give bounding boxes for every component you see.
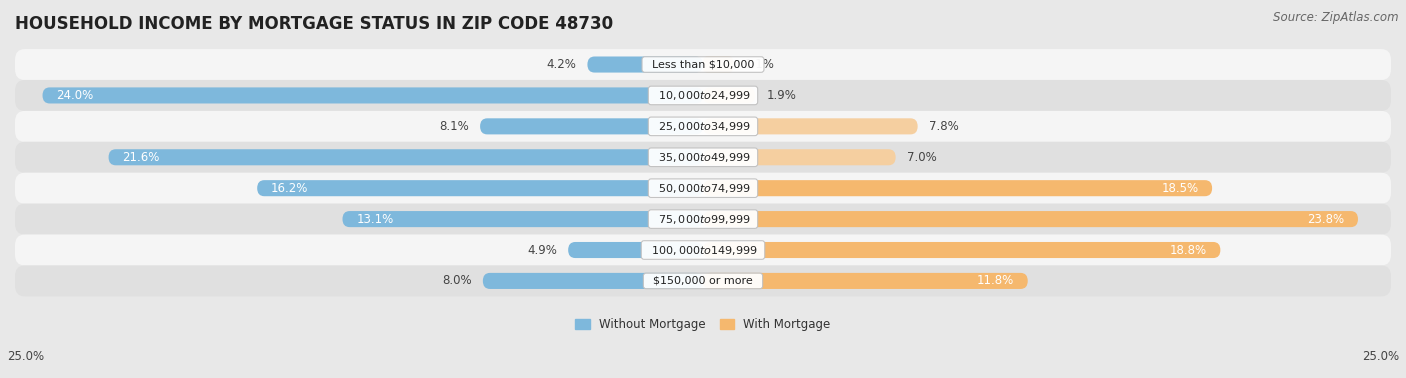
Text: 7.8%: 7.8% <box>929 120 959 133</box>
Text: 8.1%: 8.1% <box>439 120 470 133</box>
Text: Less than $10,000: Less than $10,000 <box>645 59 761 70</box>
FancyBboxPatch shape <box>703 273 1028 289</box>
Text: 25.0%: 25.0% <box>1362 350 1399 363</box>
Text: 25.0%: 25.0% <box>7 350 44 363</box>
FancyBboxPatch shape <box>568 242 703 258</box>
FancyBboxPatch shape <box>703 87 755 104</box>
FancyBboxPatch shape <box>703 211 1358 227</box>
FancyBboxPatch shape <box>703 56 734 73</box>
FancyBboxPatch shape <box>15 204 1391 235</box>
FancyBboxPatch shape <box>343 211 703 227</box>
Text: 18.8%: 18.8% <box>1170 243 1206 257</box>
FancyBboxPatch shape <box>15 111 1391 142</box>
Text: 23.8%: 23.8% <box>1308 212 1344 226</box>
FancyBboxPatch shape <box>703 149 896 165</box>
Text: $150,000 or more: $150,000 or more <box>647 276 759 286</box>
Text: $35,000 to $49,999: $35,000 to $49,999 <box>651 151 755 164</box>
Text: 1.1%: 1.1% <box>744 58 775 71</box>
Text: $50,000 to $74,999: $50,000 to $74,999 <box>651 182 755 195</box>
FancyBboxPatch shape <box>42 87 703 104</box>
Text: Source: ZipAtlas.com: Source: ZipAtlas.com <box>1274 11 1399 24</box>
Text: 21.6%: 21.6% <box>122 151 160 164</box>
Text: 8.0%: 8.0% <box>443 274 472 287</box>
FancyBboxPatch shape <box>15 235 1391 265</box>
FancyBboxPatch shape <box>15 173 1391 204</box>
FancyBboxPatch shape <box>15 142 1391 173</box>
FancyBboxPatch shape <box>703 242 1220 258</box>
Text: 16.2%: 16.2% <box>271 182 308 195</box>
Text: 4.9%: 4.9% <box>527 243 557 257</box>
FancyBboxPatch shape <box>482 273 703 289</box>
Legend: Without Mortgage, With Mortgage: Without Mortgage, With Mortgage <box>571 313 835 336</box>
Text: $25,000 to $34,999: $25,000 to $34,999 <box>651 120 755 133</box>
FancyBboxPatch shape <box>588 56 703 73</box>
FancyBboxPatch shape <box>15 49 1391 80</box>
FancyBboxPatch shape <box>257 180 703 196</box>
Text: 11.8%: 11.8% <box>977 274 1014 287</box>
Text: 1.9%: 1.9% <box>766 89 796 102</box>
Text: 24.0%: 24.0% <box>56 89 94 102</box>
FancyBboxPatch shape <box>108 149 703 165</box>
Text: 7.0%: 7.0% <box>907 151 936 164</box>
Text: $10,000 to $24,999: $10,000 to $24,999 <box>651 89 755 102</box>
Text: 4.2%: 4.2% <box>547 58 576 71</box>
FancyBboxPatch shape <box>15 265 1391 296</box>
Text: HOUSEHOLD INCOME BY MORTGAGE STATUS IN ZIP CODE 48730: HOUSEHOLD INCOME BY MORTGAGE STATUS IN Z… <box>15 15 613 33</box>
Text: $75,000 to $99,999: $75,000 to $99,999 <box>651 212 755 226</box>
Text: $100,000 to $149,999: $100,000 to $149,999 <box>644 243 762 257</box>
Text: 13.1%: 13.1% <box>356 212 394 226</box>
FancyBboxPatch shape <box>479 118 703 135</box>
FancyBboxPatch shape <box>703 180 1212 196</box>
Text: 18.5%: 18.5% <box>1161 182 1198 195</box>
FancyBboxPatch shape <box>15 80 1391 111</box>
FancyBboxPatch shape <box>703 118 918 135</box>
